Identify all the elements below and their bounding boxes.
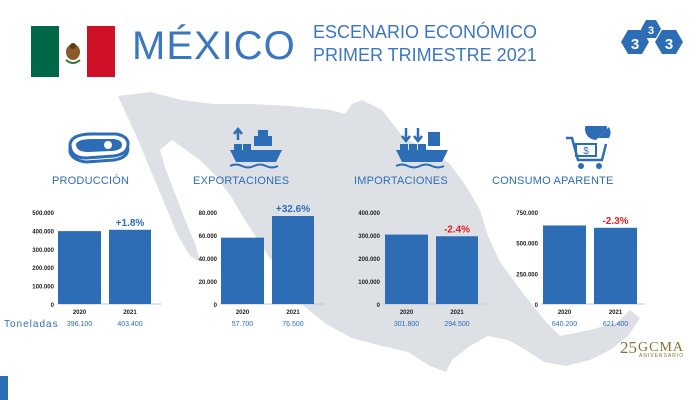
- label-produccion: PRODUCCIÓN: [52, 175, 130, 187]
- shopping-cart-chart-icon: $: [566, 126, 611, 169]
- value-label: 396.100: [67, 321, 92, 328]
- country-title: MÉXICO: [132, 24, 296, 68]
- y-tick-label: 20.000: [199, 280, 218, 286]
- logo-hex-right: [655, 30, 683, 54]
- logo-digit-top: 3: [648, 25, 654, 37]
- corner-accent: [0, 376, 8, 400]
- anniversary-text: ANIVERSARIO: [639, 353, 685, 359]
- value-label: 76.500: [282, 321, 304, 328]
- y-tick-label: 300.000: [358, 234, 380, 240]
- y-tick-label: 0: [214, 303, 218, 309]
- x-tick-label: 2020: [236, 310, 250, 316]
- gcma-brand: GCMA: [638, 340, 685, 355]
- y-tick-label: 0: [377, 303, 381, 309]
- value-label: 403.400: [117, 321, 142, 328]
- x-tick-label: 2021: [609, 310, 623, 316]
- headline-line-2: PRIMER TRIMESTRE 2021: [313, 45, 537, 65]
- gcma-anniversary-logo: 25 GCMA ANIVERSARIO: [620, 338, 684, 360]
- value-label: 57.700: [232, 321, 254, 328]
- x-tick-label: 2021: [450, 310, 464, 316]
- bar-2021: [594, 227, 637, 304]
- y-tick-label: 40.000: [199, 257, 218, 263]
- logo-digit-right: 3: [665, 36, 673, 53]
- flag-band-green: [31, 26, 59, 77]
- headline-line-1: ESCENARIO ECONÓMICO: [313, 22, 538, 42]
- logo-333: 3 3 3: [621, 20, 683, 54]
- bar-2020: [385, 234, 428, 304]
- x-tick-label: 2020: [73, 310, 87, 316]
- x-tick-label: 2020: [558, 310, 572, 316]
- headline: ESCENARIO ECONÓMICO PRIMER TRIMESTRE 202…: [313, 21, 537, 67]
- bar-2021: [272, 216, 314, 304]
- logo-hex-top: [641, 20, 661, 38]
- bar-2020: [221, 237, 264, 304]
- y-tick-label: 500.000: [32, 211, 54, 217]
- svg-text:$: $: [583, 146, 589, 157]
- change-label: -2.3%: [602, 216, 628, 227]
- y-tick-label: 0: [51, 303, 55, 309]
- change-label: +32.6%: [276, 204, 310, 215]
- value-label: 294.500: [444, 321, 469, 328]
- mexico-flag: [31, 26, 115, 77]
- y-tick-label: 100.000: [32, 285, 54, 291]
- y-tick-label: 100.000: [358, 280, 380, 286]
- y-tick-label: 400.000: [32, 229, 54, 235]
- label-consumo-aparente: CONSUMO APARENTE: [492, 175, 614, 187]
- label-exportaciones: EXPORTACIONES: [193, 175, 290, 187]
- value-label: 301.800: [394, 321, 419, 328]
- y-tick-label: 500.000: [516, 242, 538, 248]
- y-tick-label: 60.000: [199, 234, 218, 240]
- bar-2020: [543, 225, 586, 304]
- flag-band-white: [59, 26, 87, 77]
- value-label: 640.200: [552, 321, 577, 328]
- eagle-emblem-icon: [65, 43, 81, 64]
- change-label: +1.8%: [116, 218, 145, 229]
- steak-icon: [68, 132, 130, 164]
- y-tick-label: 300.000: [32, 248, 54, 254]
- logo-hex-left: [621, 30, 649, 54]
- y-tick-label: 250.000: [516, 272, 538, 278]
- y-tick-label: 750.000: [516, 211, 538, 217]
- y-tick-label: 200.000: [358, 257, 380, 263]
- cargo-ship-import-icon: [395, 128, 448, 169]
- y-tick-label: 200.000: [32, 266, 54, 272]
- cargo-ship-export-icon: [229, 126, 282, 169]
- bar-2021: [109, 229, 151, 304]
- bar-2020: [58, 231, 101, 304]
- logo-digit-left: 3: [631, 36, 639, 53]
- y-tick-label: 0: [535, 303, 539, 309]
- x-tick-label: 2021: [286, 310, 300, 316]
- x-tick-label: 2021: [123, 310, 137, 316]
- unit-label: Toneladas: [4, 319, 59, 330]
- flag-band-red: [87, 26, 115, 77]
- y-tick-label: 400.000: [358, 211, 380, 217]
- y-tick-label: 80.000: [199, 211, 218, 217]
- bar-2021: [436, 236, 478, 304]
- value-label: 621.400: [603, 321, 628, 328]
- x-tick-label: 2020: [400, 310, 414, 316]
- anniversary-number: 25: [620, 338, 637, 357]
- change-label: -2.4%: [444, 224, 470, 235]
- label-importaciones: IMPORTACIONES: [354, 175, 448, 187]
